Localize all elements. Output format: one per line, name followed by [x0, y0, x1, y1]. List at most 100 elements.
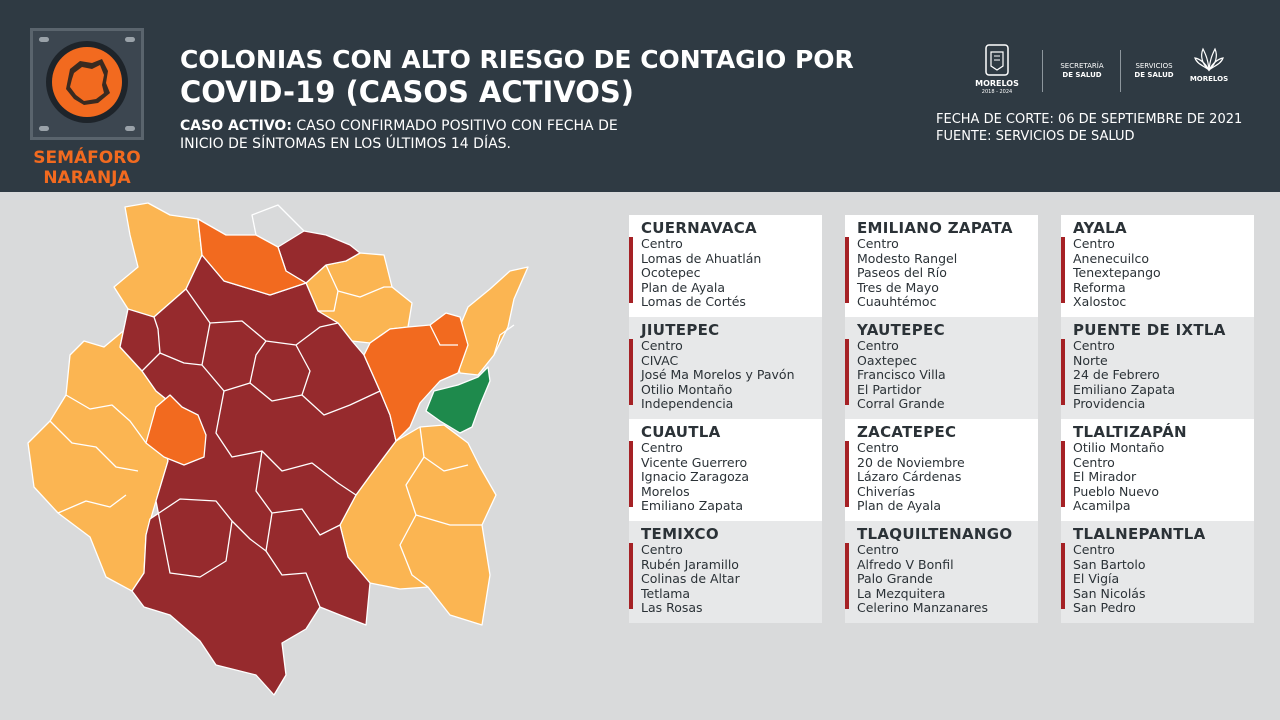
- municipality-block-tlaquiltenango: TLAQUILTENANGO Centro Alfredo V Bonfil P…: [845, 521, 1038, 623]
- colonia-item: Colinas de Altar: [641, 571, 740, 587]
- municipality-name: CUERNAVACA: [641, 219, 757, 237]
- fecha-corte: FECHA DE CORTE: 06 DE SEPTIEMBRE DE 2021: [936, 112, 1243, 127]
- colonia-item: Centro: [641, 440, 683, 455]
- colonia-item: Rubén Jaramillo: [641, 556, 739, 572]
- municipality-block-ayala: AYALA Centro Anenecuilco Tenextepango Re…: [1061, 215, 1254, 317]
- colonia-item: Centro: [857, 440, 899, 455]
- municipality-block-temixco: TEMIXCO Centro Rubén Jaramillo Colinas d…: [629, 521, 822, 623]
- municipality-name: TLALNEPANTLA: [1073, 525, 1206, 543]
- colonia-item: Centro: [857, 236, 899, 251]
- accent-bar: [845, 237, 849, 303]
- morelos-map: [27, 202, 529, 696]
- colonia-list: Centro Rubén Jaramillo Colinas de Altar …: [641, 542, 740, 616]
- colonia-item: Lomas de Ahuatlán: [641, 250, 762, 266]
- colonia-list: Centro Alfredo V Bonfil Palo Grande La M…: [857, 542, 988, 616]
- morelos-text: MORELOS: [975, 79, 1019, 88]
- colonia-item: Chiverías: [857, 483, 915, 499]
- accent-bar: [1061, 237, 1065, 303]
- accent-bar: [1061, 441, 1065, 507]
- colonia-item: Plan de Ayala: [857, 498, 942, 514]
- colonia-item: El Mirador: [1073, 469, 1137, 485]
- municipality-name: ZACATEPEC: [857, 423, 957, 441]
- map-region-orange-west: [145, 394, 207, 466]
- municipality-name: JIUTEPEC: [641, 321, 720, 339]
- colonia-item: El Vigía: [1073, 571, 1120, 587]
- accent-bar: [1061, 543, 1065, 609]
- colonia-list: Centro Modesto Rangel Paseos del Río Tre…: [857, 236, 958, 310]
- colonia-item: Otilio Montaño: [641, 381, 733, 397]
- colonia-item: Centro: [1073, 454, 1115, 470]
- colonia-item: Paseos del Río: [857, 265, 947, 281]
- colonia-item: Corral Grande: [857, 396, 945, 412]
- colonia-item: Centro: [641, 542, 683, 557]
- accent-bar: [629, 441, 633, 507]
- definition: CASO ACTIVO: CASO CONFIRMADO POSITIVO CO…: [180, 117, 680, 153]
- colonia-item: Modesto Rangel: [857, 250, 958, 266]
- accent-bar: [629, 339, 633, 405]
- colonia-list: Centro CIVAC José Ma Morelos y Pavón Oti…: [641, 338, 795, 412]
- semaforo-label: SEMÁFORO NARANJA: [24, 148, 150, 188]
- colonia-item: Tetlama: [641, 585, 691, 601]
- municipality-block-cuautla: CUAUTLA Centro Vicente Guerrero Ignacio …: [629, 419, 822, 521]
- colonia-item: 24 de Febrero: [1073, 367, 1160, 383]
- colonia-item: Anenecuilco: [1073, 250, 1150, 266]
- colonia-item: El Partidor: [857, 381, 922, 397]
- colonia-list: Centro San Bartolo El Vigía San Nicolás …: [1073, 542, 1146, 616]
- colonia-item: Independencia: [641, 396, 734, 412]
- municipality-block-jiutepec: JIUTEPEC Centro CIVAC José Ma Morelos y …: [629, 317, 822, 419]
- municipality-block-zacatepec: ZACATEPEC Centro 20 de Noviembre Lázaro …: [845, 419, 1038, 521]
- colonia-item: Tres de Mayo: [857, 279, 939, 295]
- colonia-item: La Mezquitera: [857, 585, 946, 601]
- accent-bar: [629, 237, 633, 303]
- municipality-name: PUENTE DE IXTLA: [1073, 321, 1226, 339]
- colonia-item: Emiliano Zapata: [1073, 381, 1176, 397]
- header-banner: SEMÁFORO NARANJA COLONIAS CON ALTO RIESG…: [0, 0, 1280, 192]
- servicios-line2: DE SALUD: [1134, 71, 1174, 79]
- colonia-list: Centro Oaxtepec Francisco Villa El Parti…: [857, 338, 946, 412]
- municipality-block-cuernavaca: CUERNAVACA Centro Lomas de Ahuatlán Ocot…: [629, 215, 822, 317]
- logos-group: MORELOS 2018 - 2024 SECRETARÍA DE SALUD …: [970, 44, 1240, 100]
- municipality-name: TEMIXCO: [641, 525, 719, 543]
- colonia-item: Xalostoc: [1073, 294, 1127, 310]
- semaforo-line1: SEMÁFORO: [33, 148, 141, 168]
- morelos2-text: MORELOS: [1189, 75, 1229, 83]
- municipality-name: EMILIANO ZAPATA: [857, 219, 1013, 237]
- municipality-block-tlaltizapan: TLALTIZAPÁN Otilio Montaño Centro El Mir…: [1061, 419, 1254, 521]
- colonia-item: Lomas de Cortés: [641, 294, 746, 310]
- morelos-logo: MORELOS 2018 - 2024: [970, 44, 1024, 97]
- metadata: FECHA DE CORTE: 06 DE SEPTIEMBRE DE 2021…: [936, 111, 1266, 145]
- colonia-item: Reforma: [1073, 279, 1126, 295]
- traffic-light-icon: [30, 28, 144, 140]
- colonia-item: Centro: [857, 542, 899, 557]
- accent-bar: [1061, 339, 1065, 405]
- colonia-item: Otilio Montaño: [1073, 440, 1165, 455]
- colonia-item: Providencia: [1073, 396, 1146, 412]
- morelos-flower-logo: MORELOS: [1184, 46, 1234, 84]
- colonia-item: Centro: [641, 338, 683, 353]
- servicios-salud-logo: SERVICIOS DE SALUD: [1126, 62, 1182, 80]
- colonia-list: Centro Anenecuilco Tenextepango Reforma …: [1073, 236, 1161, 310]
- colonia-item: 20 de Noviembre: [857, 454, 965, 470]
- colonia-item: Palo Grande: [857, 571, 933, 587]
- colonia-item: Morelos: [641, 483, 690, 499]
- colonia-item: Tenextepango: [1073, 265, 1161, 281]
- morelos-years: 2018 - 2024: [981, 89, 1013, 95]
- colonia-item: Lázaro Cárdenas: [857, 469, 962, 485]
- colonia-item: Alfredo V Bonfil: [857, 556, 954, 572]
- servicios-line1: SERVICIOS: [1135, 62, 1173, 70]
- municipality-block-puente-de-ixtla: PUENTE DE IXTLA Centro Norte 24 de Febre…: [1061, 317, 1254, 419]
- fuente: FUENTE: SERVICIOS DE SALUD: [936, 129, 1135, 144]
- colonia-item: Vicente Guerrero: [641, 454, 748, 470]
- colonia-list: Otilio Montaño Centro El Mirador Pueblo …: [1073, 440, 1165, 514]
- colonia-item: Centro: [1073, 338, 1115, 353]
- accent-bar: [845, 441, 849, 507]
- definition-text2: INICIO DE SÍNTOMAS EN LOS ÚLTIMOS 14 DÍA…: [180, 136, 511, 152]
- column-2: EMILIANO ZAPATA Centro Modesto Rangel Pa…: [845, 215, 1038, 623]
- accent-bar: [845, 543, 849, 609]
- colonia-item: Norte: [1073, 352, 1108, 368]
- colonia-item: José Ma Morelos y Pavón: [641, 367, 795, 383]
- accent-bar: [845, 339, 849, 405]
- colonia-item: San Nicolás: [1073, 585, 1146, 601]
- colonia-item: Ignacio Zaragoza: [641, 469, 749, 485]
- colonia-list: Centro Lomas de Ahuatlán Ocotepec Plan d…: [641, 236, 762, 310]
